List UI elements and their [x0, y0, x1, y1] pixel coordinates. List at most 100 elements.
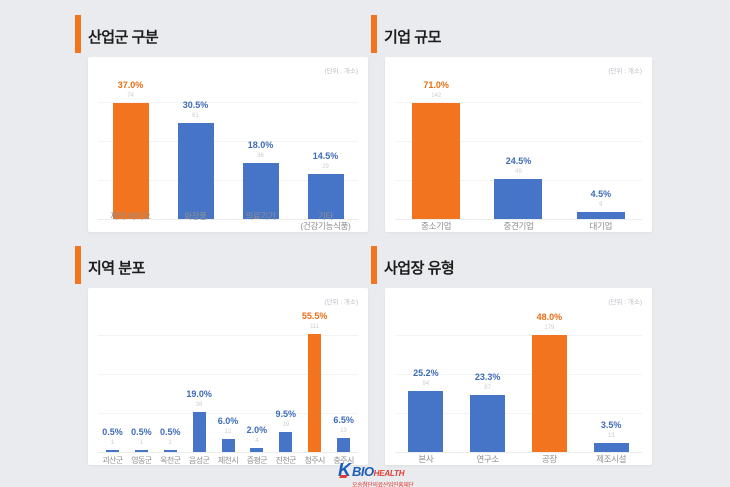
category-label: 괴산군	[102, 455, 123, 465]
bar	[308, 334, 322, 452]
bar-column: 0.5% 1	[127, 427, 156, 452]
value-percent-label: 3.5%	[600, 420, 622, 430]
bar	[242, 163, 279, 219]
category-label: 진천군	[275, 455, 297, 465]
value-percent-label: 0.5%	[102, 427, 123, 437]
bar	[279, 432, 293, 452]
plot-area: 25.2% 94 23.3% 87 48.0% 179 3.5% 13	[395, 304, 642, 453]
category-label: 중소기업	[421, 221, 452, 232]
count-label: 1	[110, 440, 115, 446]
bar	[412, 103, 461, 219]
value-percent-label: 18.0%	[247, 140, 274, 150]
bar-chart-industry: 37.0% 74 30.5% 61 18.0% 36 14.5% 29 제약·바이오 화장품 의료…	[88, 57, 368, 232]
bar	[105, 450, 119, 452]
unit-label: (단위 : 개소)	[324, 299, 358, 306]
value-percent-label: 14.5%	[312, 151, 339, 161]
bar-column: 6.5% 13	[329, 415, 358, 452]
count-label: 4	[255, 438, 259, 444]
value-percent-label: 48.0%	[536, 312, 563, 322]
plot-area: 71.0% 142 24.5% 49 4.5% 9	[395, 73, 642, 220]
value-percent-label: 19.0%	[186, 389, 212, 399]
unit-label: (단위 : 개소)	[324, 68, 358, 75]
category-label: 옥천군	[160, 455, 181, 465]
title-accent-bar	[371, 15, 377, 53]
count-label: 1	[168, 440, 172, 446]
bar-column: 37.0% 74	[98, 80, 163, 219]
bar-column: 48.0% 179	[519, 312, 581, 452]
count-label: 29	[322, 164, 329, 170]
value-percent-label: 6.0%	[217, 416, 239, 426]
bar-column: 9.5% 19	[271, 409, 300, 452]
bar-column: 23.3% 87	[457, 372, 519, 452]
x-axis-labels: 제약·바이오 화장품 의료기기 기타 (건강기능식품)	[98, 212, 358, 232]
count-label: 36	[257, 153, 264, 159]
count-label: 13	[607, 433, 615, 439]
category-label: 청주시	[304, 455, 326, 465]
value-percent-label: 2.0%	[246, 425, 268, 435]
bar	[163, 450, 177, 452]
bar-column: 25.2% 94	[395, 368, 457, 452]
chart-card-region: (단위 : 개소) 0.5% 1 0.5% 1 0.5% 1 19.0% 38 6.0% 12 2.…	[88, 288, 368, 465]
value-percent-label: 25.2%	[413, 368, 439, 378]
bar-column: 14.5% 29	[293, 151, 358, 219]
count-label: 87	[484, 385, 491, 391]
category-label: 화장품	[184, 211, 207, 222]
count-label: 142	[431, 93, 442, 99]
bar	[531, 335, 567, 452]
value-percent-label: 0.5%	[131, 427, 152, 437]
category-label: 기타 (건강기능식품)	[300, 211, 351, 232]
count-label: 9	[599, 202, 603, 208]
count-label: 179	[544, 325, 555, 331]
bar-column: 24.5% 49	[477, 156, 559, 219]
value-percent-label: 55.5%	[301, 311, 328, 321]
kbiohealth-logo: K BIO HEALTH 오송첨단의료산업진흥재단	[338, 461, 458, 487]
chart-title-industry: 산업군 구분	[88, 29, 159, 46]
x-axis-labels: 중소기업 중견기업 대기업	[395, 221, 642, 232]
count-label: 13	[340, 428, 347, 434]
count-label: 94	[422, 381, 430, 387]
category-label: 제조시설	[596, 454, 627, 465]
x-axis-labels: 괴산군 영동군 옥천군 음성군 제천시 증평군 진천군 청주시 충주시	[98, 456, 358, 465]
bar-chart-region: 0.5% 1 0.5% 1 0.5% 1 19.0% 38 6.0% 12 2.0% 4 9.5% 19 5…	[88, 288, 368, 465]
bar	[307, 174, 344, 219]
chart-title-size: 기업 규모	[384, 29, 441, 46]
chart-card-industry: (단위 : 개소) 37.0% 74 30.5% 61 18.0% 36 14.5% 29 제…	[88, 57, 368, 232]
count-label: 61	[192, 113, 199, 119]
bar-column: 55.5% 111	[300, 311, 329, 452]
count-label: 19	[282, 422, 290, 428]
x-axis-labels: 본사 연구소 공장 제조시설	[395, 454, 642, 465]
bar	[470, 395, 506, 452]
logo-k-icon: K	[338, 460, 351, 480]
value-percent-label: 4.5%	[590, 189, 612, 199]
title-accent-bar	[75, 246, 81, 284]
value-percent-label: 9.5%	[275, 409, 297, 419]
bar	[576, 212, 625, 219]
value-percent-label: 24.5%	[505, 156, 532, 166]
category-label: 의료기기	[245, 211, 276, 222]
bar	[177, 123, 214, 219]
category-label: 공장	[541, 454, 557, 465]
category-label: 영동군	[131, 455, 152, 465]
value-percent-label: 71.0%	[423, 80, 449, 90]
bar	[134, 450, 148, 452]
value-percent-label: 30.5%	[182, 100, 209, 110]
bar-column: 19.0% 38	[185, 389, 214, 452]
category-label: 대기업	[589, 221, 613, 232]
chart-title-worksite: 사업장 유형	[384, 260, 455, 277]
bar-column: 6.0% 12	[214, 416, 243, 452]
logo-subtext: 오송첨단의료산업진흥재단	[352, 483, 414, 487]
value-percent-label: 23.3%	[474, 372, 501, 382]
plot-area: 0.5% 1 0.5% 1 0.5% 1 19.0% 38 6.0% 12 2.0% 4 9.5% 19 5…	[98, 304, 358, 453]
value-percent-label: 0.5%	[159, 427, 181, 437]
bar	[593, 443, 629, 452]
category-label: 제천시	[217, 455, 239, 465]
category-label: 연구소	[476, 454, 499, 465]
logo-bio-text: BIO	[352, 464, 374, 479]
bar-column: 4.5% 9	[560, 189, 642, 219]
value-percent-label: 37.0%	[117, 80, 144, 90]
bar	[250, 448, 264, 452]
category-label: 본사	[418, 454, 434, 465]
count-label: 12	[224, 429, 232, 435]
bar-column: 0.5% 1	[156, 427, 185, 452]
